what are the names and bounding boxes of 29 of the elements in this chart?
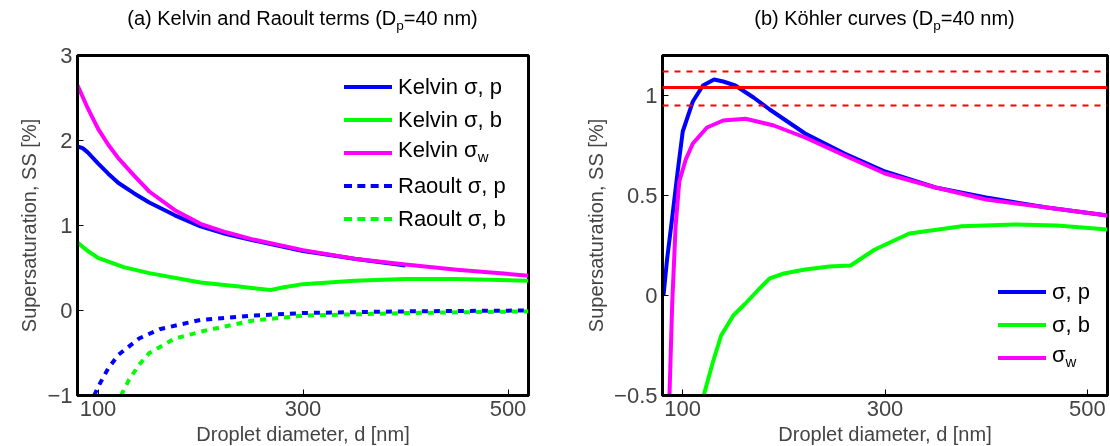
x-tick-label: 500 [489, 395, 527, 421]
chart-title: (b) Köhler curves (D$_{p}$=40 nm) [753, 6, 1016, 35]
legend-label: σ$_{w}$ [1052, 342, 1077, 371]
chart-title: (a) Kelvin and Raoult terms (D$_{p}$=40 nm) [126, 6, 479, 35]
x-tick-label: 100 [79, 395, 117, 421]
legend-label: σ, p [1052, 278, 1091, 304]
y-tick-label: −0.5 [614, 383, 658, 408]
legend-label: Kelvin σ$_{w}$ [398, 137, 489, 166]
y-tick-label: 3 [60, 43, 73, 68]
legend-label: Kelvin σ, p [398, 73, 503, 99]
y-tick-label: −1 [47, 383, 73, 408]
legend-label: Raoult σ, b [398, 205, 506, 231]
y-axis-title: Supersaturation, SS [%] [18, 118, 41, 333]
legend-label: σ, b [1052, 311, 1091, 337]
legend-label: Raoult σ, p [398, 172, 506, 198]
x-tick-label: 300 [866, 395, 904, 421]
x-axis-title: Droplet diameter, d [nm] [196, 422, 410, 445]
x-tick-label: 100 [664, 395, 702, 421]
y-tick-label: 2 [60, 128, 73, 153]
x-axis-title: Droplet diameter, d [nm] [778, 422, 992, 445]
y-tick-label: 1 [60, 213, 73, 238]
y-tick-label: 0.5 [626, 183, 658, 208]
x-tick-label: 500 [1068, 395, 1106, 421]
y-axis-title: Supersaturation, SS [%] [585, 118, 608, 333]
y-tick-label: 0 [645, 283, 658, 308]
y-tick-label: 1 [645, 83, 658, 108]
legend-label: Kelvin σ, b [398, 106, 503, 132]
x-tick-label: 300 [284, 395, 322, 421]
y-tick-label: 0 [60, 298, 73, 323]
